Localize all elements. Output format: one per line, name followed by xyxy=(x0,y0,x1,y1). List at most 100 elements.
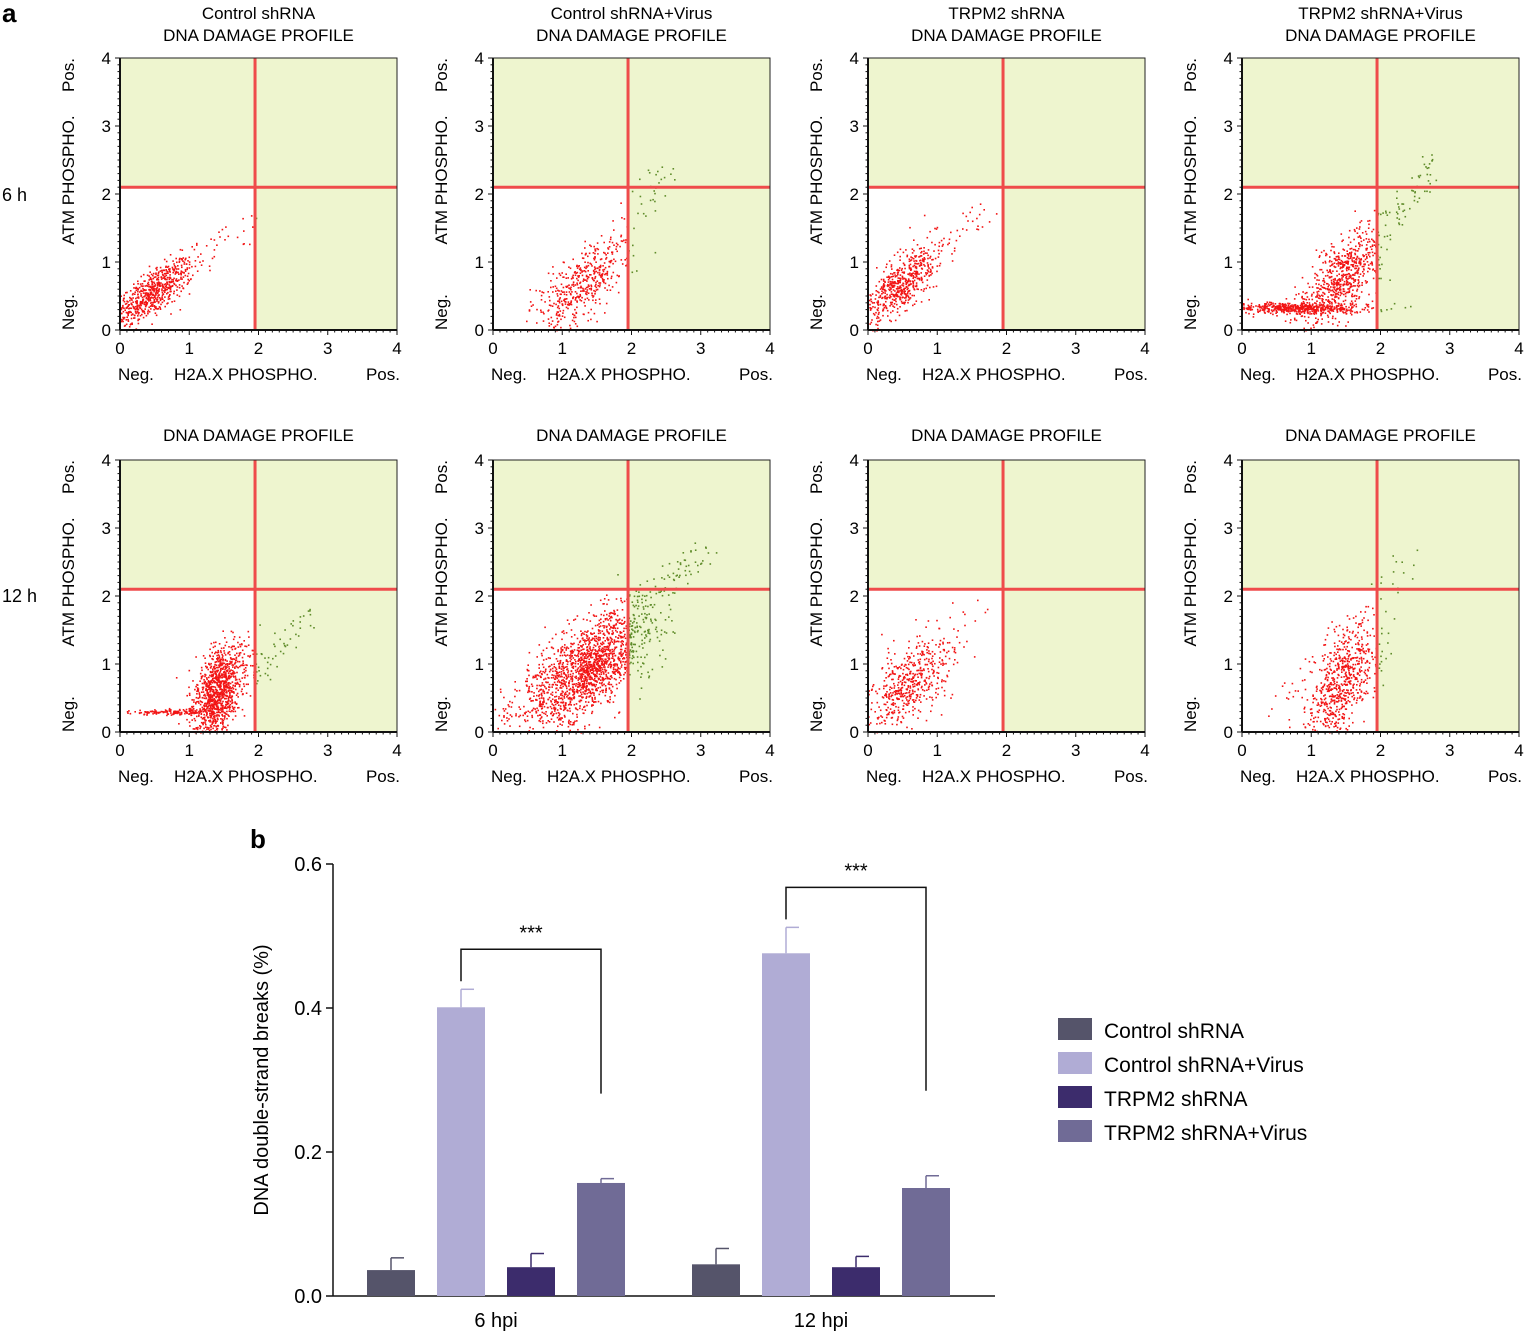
event-point xyxy=(1367,252,1369,254)
event-point xyxy=(923,288,925,290)
event-point xyxy=(221,702,223,705)
event-point xyxy=(1322,271,1324,274)
event-point xyxy=(922,253,925,255)
event-point xyxy=(1369,246,1372,248)
event-point xyxy=(899,248,902,251)
event-point xyxy=(570,286,572,289)
event-point xyxy=(172,260,174,262)
event-point xyxy=(170,712,172,714)
event-point xyxy=(1347,283,1350,286)
event-point xyxy=(230,687,233,689)
event-point xyxy=(223,647,225,649)
event-point xyxy=(274,645,276,648)
event-point xyxy=(894,276,897,278)
event-point xyxy=(211,696,213,699)
event-point xyxy=(1370,248,1373,251)
event-point xyxy=(571,683,574,686)
event-point xyxy=(154,294,156,297)
event-point xyxy=(898,269,900,272)
event-point xyxy=(1341,267,1343,269)
event-point xyxy=(594,252,596,255)
event-point xyxy=(228,708,231,710)
event-point xyxy=(234,675,237,678)
event-point xyxy=(161,291,164,294)
x-tick-label: 0 xyxy=(488,339,497,358)
event-point xyxy=(228,668,230,670)
event-point xyxy=(283,644,286,647)
event-point xyxy=(1429,174,1432,176)
event-point xyxy=(926,284,929,287)
event-point xyxy=(165,269,167,271)
event-point xyxy=(140,308,143,311)
event-point xyxy=(218,676,220,678)
event-point xyxy=(299,621,301,623)
event-point xyxy=(202,675,204,677)
event-point xyxy=(593,312,596,315)
event-point xyxy=(234,702,236,704)
event-point xyxy=(219,662,221,665)
event-point xyxy=(574,720,576,723)
event-point xyxy=(572,285,575,287)
event-point xyxy=(574,308,576,311)
event-point xyxy=(1333,298,1335,301)
event-point xyxy=(299,616,302,618)
event-point xyxy=(623,673,625,676)
event-point xyxy=(122,320,124,323)
event-point xyxy=(1263,309,1266,311)
event-point xyxy=(130,302,132,305)
event-point xyxy=(1352,264,1355,266)
event-point xyxy=(214,722,217,724)
event-point xyxy=(563,291,565,293)
event-point xyxy=(292,624,294,627)
event-point xyxy=(133,307,136,310)
event-point xyxy=(152,272,155,275)
event-point xyxy=(598,629,600,632)
event-point xyxy=(569,288,571,290)
event-point xyxy=(216,676,218,678)
event-point xyxy=(138,304,141,307)
event-point xyxy=(1365,244,1368,246)
y-tick-label: 4 xyxy=(102,49,111,68)
event-point xyxy=(549,299,551,302)
event-point xyxy=(890,272,892,275)
event-point xyxy=(147,281,150,284)
event-point xyxy=(1361,284,1363,286)
event-point xyxy=(558,315,561,317)
event-point xyxy=(932,258,934,261)
event-point xyxy=(1316,291,1318,293)
event-point xyxy=(223,693,226,695)
event-point xyxy=(176,289,178,291)
event-point xyxy=(238,685,241,688)
event-point xyxy=(234,654,236,656)
event-point xyxy=(1306,291,1308,294)
y-tick-label: 2 xyxy=(102,587,111,606)
event-point xyxy=(212,655,214,658)
event-point xyxy=(914,285,917,288)
event-point xyxy=(224,689,226,691)
x-tick-label: 4 xyxy=(1514,339,1523,358)
event-point xyxy=(163,258,166,261)
event-point xyxy=(122,298,125,300)
event-point xyxy=(584,240,586,243)
event-point xyxy=(210,667,212,669)
event-point xyxy=(1412,190,1415,192)
event-point xyxy=(191,699,193,701)
event-point xyxy=(595,281,597,284)
event-point xyxy=(1332,290,1335,293)
event-point xyxy=(223,718,226,720)
event-point xyxy=(1302,291,1304,293)
event-point xyxy=(151,323,153,325)
event-point xyxy=(1306,302,1308,304)
event-point xyxy=(1281,310,1283,313)
event-point xyxy=(1349,248,1351,250)
event-point xyxy=(234,701,236,703)
event-point xyxy=(576,271,579,274)
event-point xyxy=(1312,291,1315,294)
event-point xyxy=(1427,180,1430,182)
event-point xyxy=(176,294,179,296)
event-point xyxy=(196,701,198,703)
event-point xyxy=(1348,291,1351,293)
event-point xyxy=(222,658,224,661)
event-point xyxy=(924,252,927,254)
event-point xyxy=(601,277,604,280)
